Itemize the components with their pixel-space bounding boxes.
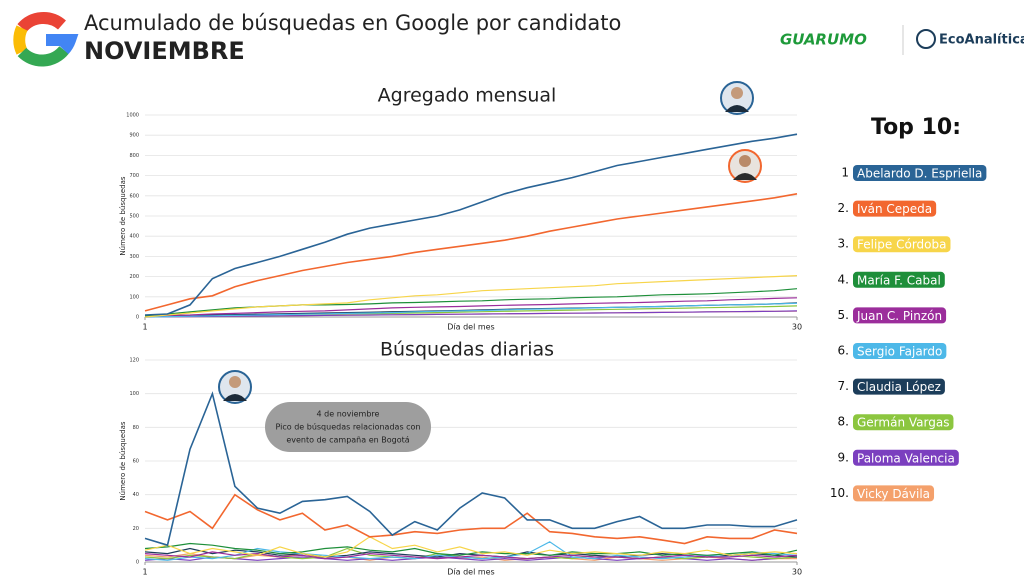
- candidate-pill: [853, 271, 945, 288]
- series-line: [144, 542, 798, 556]
- y-tick-label: 300: [129, 254, 139, 260]
- rank-number: 7.: [838, 379, 849, 393]
- y-tick-label: 400: [129, 234, 139, 240]
- candidate-name: Abelardo D. Espriella: [857, 167, 982, 181]
- series-line: [144, 551, 798, 560]
- y-tick-label: 60: [133, 459, 139, 465]
- annotation: 4 de noviembre: [317, 410, 380, 419]
- rank-number: 5.: [838, 308, 849, 322]
- candidate-pill: [853, 485, 935, 502]
- annotation-bubble: [265, 402, 431, 452]
- logo-ecoanalitica: EcoAnalítica: [939, 33, 1024, 48]
- candidate-name: Paloma Valencia: [857, 451, 955, 465]
- ranking-title: Top 10:: [871, 115, 961, 140]
- candidate-name: Claudia López: [857, 380, 941, 394]
- rank-number: 8.: [838, 415, 849, 429]
- candidate-name: María F. Cabal: [857, 273, 941, 287]
- y-tick-label: 1000: [126, 113, 139, 119]
- y-tick-label: 0: [136, 560, 139, 566]
- header-title: Acumulado de búsquedas en Google por can…: [84, 11, 621, 35]
- series-line: [144, 310, 798, 318]
- x-tick-label: 1: [142, 323, 147, 332]
- logo-guarumo: GUARUMO: [780, 31, 867, 49]
- rank-number: 3.: [838, 237, 849, 251]
- logo-icon: [916, 29, 936, 49]
- y-tick-label: 20: [133, 526, 139, 532]
- candidate-pill: [853, 449, 959, 466]
- rank-number: 2.: [838, 201, 849, 215]
- y-tick-label: 900: [129, 133, 139, 139]
- x-tick-label: 30: [792, 323, 802, 332]
- y-tick-label: 600: [129, 193, 139, 199]
- series-line: [144, 297, 798, 317]
- chart-title: Búsquedas diarias: [380, 339, 554, 361]
- rank-number: 6.: [838, 344, 849, 358]
- candidate-pill: [853, 378, 945, 395]
- series-line: [144, 193, 798, 312]
- y-tick-label: 200: [129, 274, 139, 280]
- chart: 0 20 40 60 80 100 120 1 30 Día del mes Número de b…: [119, 358, 802, 577]
- y-tick-label: 40: [133, 492, 139, 498]
- y-tick-label: 700: [129, 173, 139, 179]
- y-tick-label: 800: [129, 153, 139, 159]
- series-line: [144, 302, 798, 318]
- y-tick-label: 0: [136, 315, 139, 321]
- candidate-name: Iván Cepeda: [857, 202, 932, 216]
- google-logo: [13, 11, 79, 67]
- y-tick-label: 120: [129, 358, 139, 364]
- rank-number: 10.: [830, 486, 849, 500]
- chart: 0 100 200 300 400 500 600 700 800 900 1000 1 30 Día d…: [119, 113, 802, 332]
- series-line: [144, 275, 798, 318]
- x-axis-label: Día del mes: [447, 568, 494, 577]
- series-line: [144, 493, 798, 545]
- y-axis-label: Número de búsquedas: [119, 176, 127, 255]
- candidate-pill: [853, 236, 951, 253]
- annotation: evento de campaña en Bogotá: [286, 436, 409, 445]
- x-tick-label: 30: [792, 568, 802, 577]
- candidate-pill: [853, 343, 947, 359]
- candidate-name: Felipe Córdoba: [857, 238, 946, 252]
- candidate-pill: [853, 414, 954, 431]
- y-axis-label: Número de búsquedas: [119, 421, 127, 500]
- candidate-name: Germán Vargas: [857, 416, 949, 430]
- y-tick-label: 80: [133, 425, 139, 431]
- annotation: Pico de búsquedas relacionadas con: [275, 423, 420, 432]
- x-tick-label: 1: [142, 568, 147, 577]
- y-tick-label: 500: [129, 214, 139, 220]
- series-line: [144, 133, 798, 316]
- candidate-name: Vicky Dávila: [857, 487, 930, 501]
- candidate-pill: [853, 307, 947, 324]
- candidate-pill: [853, 200, 937, 217]
- candidate-name: Sergio Fajardo: [857, 345, 942, 359]
- chart-title: Agregado mensual: [378, 85, 557, 107]
- rank-number: 4.: [838, 272, 849, 286]
- rank-number: 9.: [838, 450, 849, 464]
- series-line: [144, 391, 798, 547]
- y-tick-label: 100: [129, 391, 139, 397]
- y-tick-label: 100: [129, 294, 139, 300]
- header-subtitle: NOVIEMBRE: [84, 37, 245, 65]
- rank-number: 1: [841, 166, 849, 180]
- avatar: [218, 81, 762, 404]
- candidate-name: Juan C. Pinzón: [856, 309, 942, 323]
- candidate-pill: [853, 165, 987, 181]
- series-line: [144, 536, 798, 558]
- x-axis-label: Día del mes: [447, 323, 494, 332]
